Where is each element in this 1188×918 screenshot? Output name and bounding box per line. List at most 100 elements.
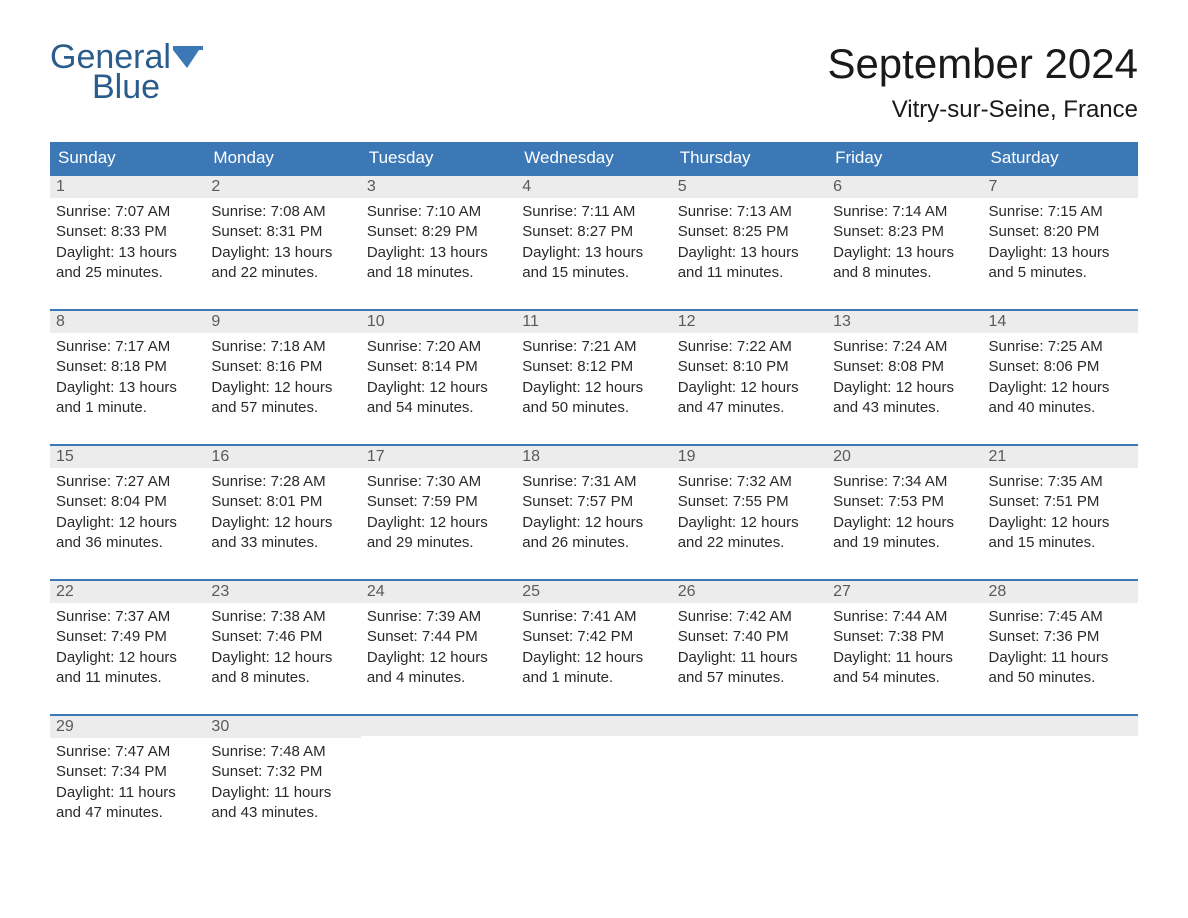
sunset-line: Sunset: 7:57 PM (522, 492, 665, 512)
dow-tuesday: Tuesday (361, 142, 516, 174)
day-number: 4 (516, 174, 671, 198)
daylight-line-1: Daylight: 13 hours (56, 378, 199, 398)
day-number: 24 (361, 579, 516, 603)
day-number: 16 (205, 444, 360, 468)
day-number: 12 (672, 309, 827, 333)
calendar-day-cell: 9Sunrise: 7:18 AMSunset: 8:16 PMDaylight… (205, 309, 360, 444)
daylight-line-1: Daylight: 12 hours (367, 513, 510, 533)
day-body: Sunrise: 7:22 AMSunset: 8:10 PMDaylight:… (672, 333, 827, 444)
sunset-line: Sunset: 7:40 PM (678, 627, 821, 647)
day-body: Sunrise: 7:11 AMSunset: 8:27 PMDaylight:… (516, 198, 671, 309)
title-block: September 2024 Vitry-sur-Seine, France (827, 40, 1138, 124)
daylight-line-2: and 22 minutes. (678, 533, 821, 553)
day-number: 21 (983, 444, 1138, 468)
day-body: Sunrise: 7:30 AMSunset: 7:59 PMDaylight:… (361, 468, 516, 579)
sunrise-line: Sunrise: 7:28 AM (211, 472, 354, 492)
daylight-line-1: Daylight: 11 hours (56, 783, 199, 803)
sunset-line: Sunset: 7:53 PM (833, 492, 976, 512)
sunrise-line: Sunrise: 7:39 AM (367, 607, 510, 627)
dow-wednesday: Wednesday (516, 142, 671, 174)
day-number: 27 (827, 579, 982, 603)
sunrise-line: Sunrise: 7:18 AM (211, 337, 354, 357)
daylight-line-2: and 33 minutes. (211, 533, 354, 553)
sunset-line: Sunset: 7:36 PM (989, 627, 1132, 647)
calendar-week-row: 22Sunrise: 7:37 AMSunset: 7:49 PMDayligh… (50, 579, 1138, 714)
day-body: Sunrise: 7:21 AMSunset: 8:12 PMDaylight:… (516, 333, 671, 444)
daylight-line-2: and 25 minutes. (56, 263, 199, 283)
day-number: 15 (50, 444, 205, 468)
daylight-line-2: and 43 minutes. (211, 803, 354, 823)
sunset-line: Sunset: 7:44 PM (367, 627, 510, 647)
location-label: Vitry-sur-Seine, France (827, 96, 1138, 124)
day-body: Sunrise: 7:07 AMSunset: 8:33 PMDaylight:… (50, 198, 205, 309)
calendar-day-cell: 6Sunrise: 7:14 AMSunset: 8:23 PMDaylight… (827, 174, 982, 309)
day-body: Sunrise: 7:37 AMSunset: 7:49 PMDaylight:… (50, 603, 205, 714)
daylight-line-1: Daylight: 12 hours (367, 648, 510, 668)
day-number: 5 (672, 174, 827, 198)
daylight-line-2: and 57 minutes. (678, 668, 821, 688)
day-number: 19 (672, 444, 827, 468)
calendar-table: Sunday Monday Tuesday Wednesday Thursday… (50, 142, 1138, 849)
daylight-line-1: Daylight: 13 hours (989, 243, 1132, 263)
sunrise-line: Sunrise: 7:08 AM (211, 202, 354, 222)
sunrise-line: Sunrise: 7:32 AM (678, 472, 821, 492)
daylight-line-2: and 26 minutes. (522, 533, 665, 553)
logo: General Blue (50, 40, 203, 104)
daylight-line-2: and 18 minutes. (367, 263, 510, 283)
calendar-day-cell: 21Sunrise: 7:35 AMSunset: 7:51 PMDayligh… (983, 444, 1138, 579)
day-number: 8 (50, 309, 205, 333)
daylight-line-2: and 22 minutes. (211, 263, 354, 283)
sunrise-line: Sunrise: 7:22 AM (678, 337, 821, 357)
day-body: Sunrise: 7:15 AMSunset: 8:20 PMDaylight:… (983, 198, 1138, 309)
day-body: Sunrise: 7:32 AMSunset: 7:55 PMDaylight:… (672, 468, 827, 579)
daylight-line-1: Daylight: 12 hours (367, 378, 510, 398)
daylight-line-2: and 50 minutes. (522, 398, 665, 418)
day-body: Sunrise: 7:14 AMSunset: 8:23 PMDaylight:… (827, 198, 982, 309)
sunset-line: Sunset: 8:29 PM (367, 222, 510, 242)
day-body: Sunrise: 7:44 AMSunset: 7:38 PMDaylight:… (827, 603, 982, 714)
sunrise-line: Sunrise: 7:35 AM (989, 472, 1132, 492)
sunset-line: Sunset: 8:01 PM (211, 492, 354, 512)
sunrise-line: Sunrise: 7:34 AM (833, 472, 976, 492)
sunset-line: Sunset: 8:16 PM (211, 357, 354, 377)
day-number: 13 (827, 309, 982, 333)
sunset-line: Sunset: 7:46 PM (211, 627, 354, 647)
day-number: 28 (983, 579, 1138, 603)
calendar-day-cell: 27Sunrise: 7:44 AMSunset: 7:38 PMDayligh… (827, 579, 982, 714)
sunrise-line: Sunrise: 7:14 AM (833, 202, 976, 222)
daylight-line-1: Daylight: 12 hours (211, 378, 354, 398)
sunset-line: Sunset: 8:06 PM (989, 357, 1132, 377)
daylight-line-1: Daylight: 12 hours (678, 378, 821, 398)
calendar-day-cell: 12Sunrise: 7:22 AMSunset: 8:10 PMDayligh… (672, 309, 827, 444)
calendar-day-cell: 1Sunrise: 7:07 AMSunset: 8:33 PMDaylight… (50, 174, 205, 309)
daylight-line-1: Daylight: 13 hours (522, 243, 665, 263)
dow-sunday: Sunday (50, 142, 205, 174)
calendar-day-cell: 7Sunrise: 7:15 AMSunset: 8:20 PMDaylight… (983, 174, 1138, 309)
daylight-line-2: and 43 minutes. (833, 398, 976, 418)
sunset-line: Sunset: 8:27 PM (522, 222, 665, 242)
sunrise-line: Sunrise: 7:25 AM (989, 337, 1132, 357)
daylight-line-2: and 1 minute. (56, 398, 199, 418)
day-body: Sunrise: 7:25 AMSunset: 8:06 PMDaylight:… (983, 333, 1138, 444)
day-number: 17 (361, 444, 516, 468)
sunrise-line: Sunrise: 7:30 AM (367, 472, 510, 492)
daylight-line-1: Daylight: 13 hours (678, 243, 821, 263)
sunset-line: Sunset: 8:18 PM (56, 357, 199, 377)
day-number: 23 (205, 579, 360, 603)
day-number: 30 (205, 714, 360, 738)
calendar-day-cell: 2Sunrise: 7:08 AMSunset: 8:31 PMDaylight… (205, 174, 360, 309)
calendar-day-cell: 29Sunrise: 7:47 AMSunset: 7:34 PMDayligh… (50, 714, 205, 849)
sunset-line: Sunset: 7:42 PM (522, 627, 665, 647)
day-number: 20 (827, 444, 982, 468)
day-number: 6 (827, 174, 982, 198)
calendar-day-cell: 20Sunrise: 7:34 AMSunset: 7:53 PMDayligh… (827, 444, 982, 579)
calendar-day-cell: 28Sunrise: 7:45 AMSunset: 7:36 PMDayligh… (983, 579, 1138, 714)
sunrise-line: Sunrise: 7:37 AM (56, 607, 199, 627)
sunset-line: Sunset: 8:12 PM (522, 357, 665, 377)
sunrise-line: Sunrise: 7:44 AM (833, 607, 976, 627)
sunrise-line: Sunrise: 7:38 AM (211, 607, 354, 627)
day-body: Sunrise: 7:48 AMSunset: 7:32 PMDaylight:… (205, 738, 360, 849)
calendar-day-cell: 11Sunrise: 7:21 AMSunset: 8:12 PMDayligh… (516, 309, 671, 444)
daylight-line-1: Daylight: 11 hours (989, 648, 1132, 668)
day-body: Sunrise: 7:08 AMSunset: 8:31 PMDaylight:… (205, 198, 360, 309)
